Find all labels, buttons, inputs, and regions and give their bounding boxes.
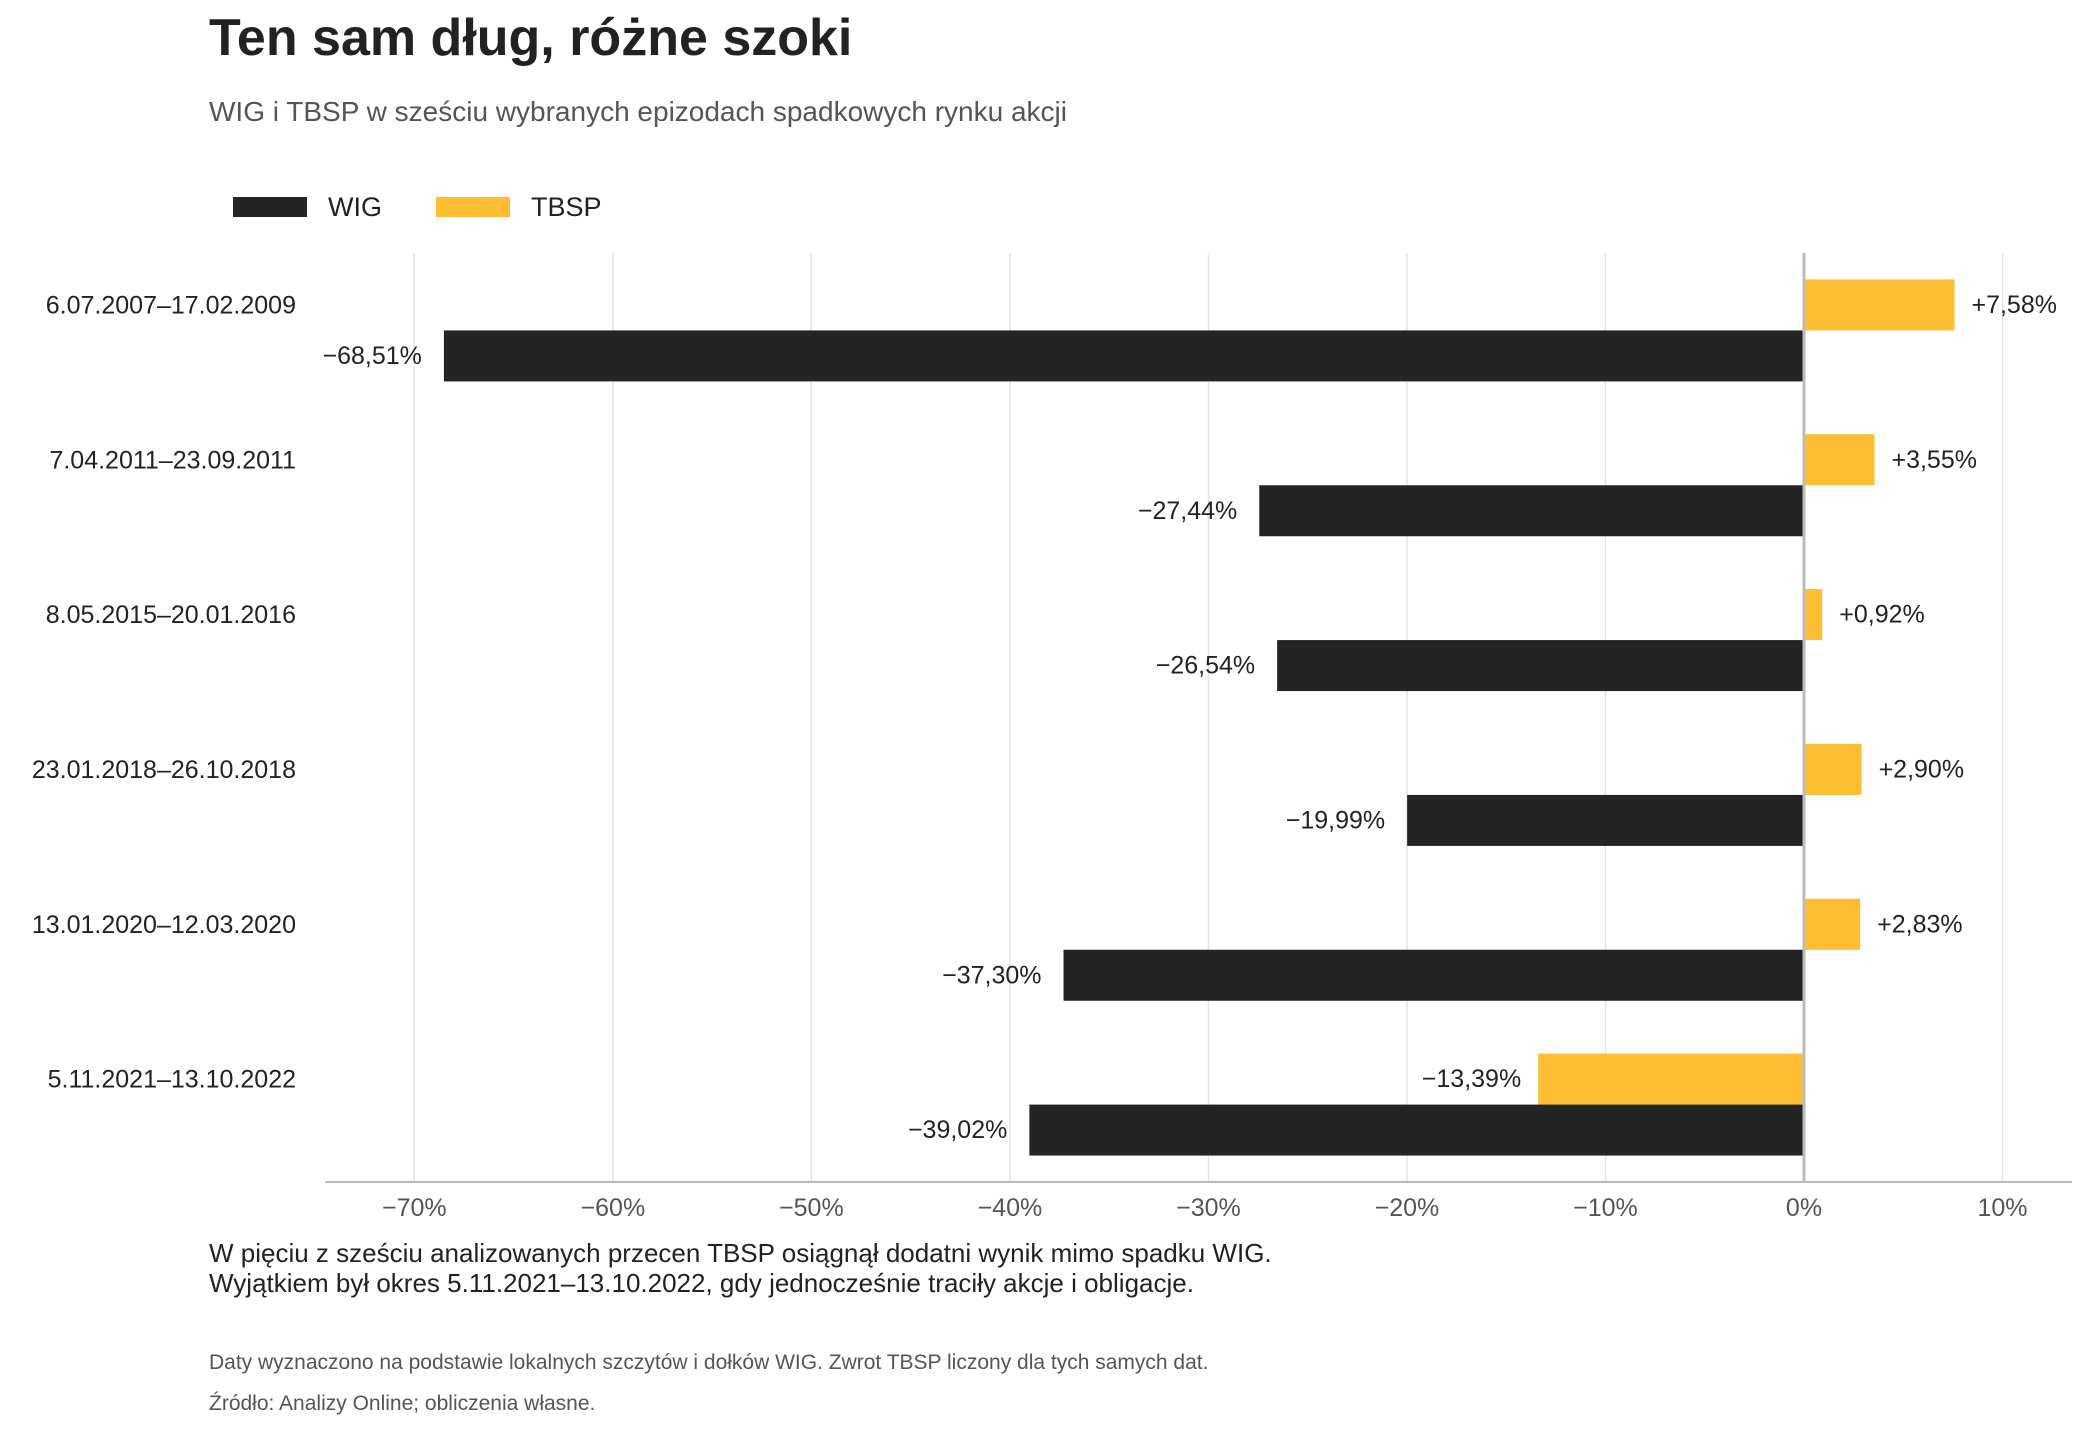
data-label-tbsp: −13,39%: [1422, 1065, 1521, 1093]
x-tick-label: −10%: [1573, 1194, 1638, 1222]
bar-tbsp: [1538, 1053, 1804, 1105]
bar-wig: [1029, 1104, 1804, 1156]
category-label: 7.04.2011–23.09.2011: [49, 446, 296, 474]
data-label-wig: −39,02%: [908, 1116, 1007, 1144]
bar-tbsp: [1803, 743, 1862, 795]
bar-tbsp: [1803, 434, 1875, 486]
source-note: Źródło: Analizy Online; obliczenia własn…: [209, 1392, 596, 1415]
category-label: 6.07.2007–17.02.2009: [46, 291, 296, 319]
bar-chart: −70% −60% −50% −40% −30% −20% −10% 0% 10% +7,58%…: [32, 253, 2072, 1222]
x-tick-label: −40%: [978, 1194, 1043, 1222]
category-labels: 6.07.2007–17.02.2009 7.04.2011–23.09.2011…: [32, 291, 296, 1093]
legend-swatch-wig: [233, 197, 307, 217]
x-tick-label: 10%: [1977, 1194, 2027, 1222]
chart-note-line-1: W pięciu z sześciu analizowanych przecen…: [209, 1238, 1272, 1268]
data-label-tbsp: +0,92%: [1839, 601, 1925, 629]
legend: WIG TBSP: [233, 190, 656, 224]
data-label-wig: −26,54%: [1156, 652, 1255, 680]
bar-tbsp: [1803, 898, 1861, 950]
legend-swatch-tbsp: [436, 197, 510, 217]
category-label: 23.01.2018–26.10.2018: [32, 756, 296, 784]
bar-wig: [1407, 794, 1804, 846]
data-label-wig: −68,51%: [323, 342, 422, 370]
category-label: 8.05.2015–20.01.2016: [46, 601, 296, 629]
data-label-tbsp: +2,90%: [1879, 755, 1965, 783]
data-label-tbsp: +7,58%: [1971, 291, 2057, 319]
x-tick-label: −60%: [581, 1194, 646, 1222]
methodology-note: Daty wyznaczono na podstawie lokalnych s…: [209, 1351, 1209, 1374]
x-tick-label: −50%: [779, 1194, 844, 1222]
x-tick-label: −30%: [1176, 1194, 1241, 1222]
bar-wig: [1063, 949, 1804, 1001]
grid-lines: [413, 253, 2004, 1182]
category-label: 13.01.2020–12.03.2020: [32, 911, 296, 939]
bar-wig: [1259, 485, 1804, 537]
x-tick-label: 0%: [1786, 1194, 1822, 1222]
x-tick-label: −20%: [1375, 1194, 1440, 1222]
chart-note-line-2: Wyjątkiem był okres 5.11.2021–13.10.2022…: [209, 1268, 1194, 1298]
data-labels: +7,58% −68,51% +3,55% −27,44% +0,92% −26,54% +…: [323, 291, 2057, 1144]
data-label-wig: −27,44%: [1138, 497, 1237, 525]
legend-label-wig: WIG: [328, 191, 382, 222]
chart-title: Ten sam dług, różne szoki: [209, 9, 853, 67]
x-axis: −70% −60% −50% −40% −30% −20% −10% 0% 10%: [325, 1181, 2072, 1222]
data-label-tbsp: +2,83%: [1877, 910, 1963, 938]
bar-wig: [1277, 640, 1804, 692]
bars: [443, 279, 1955, 1156]
chart-note: W pięciu z sześciu analizowanych przecen…: [209, 1238, 1272, 1298]
legend-label-tbsp: TBSP: [531, 191, 602, 222]
bar-wig: [443, 330, 1804, 382]
category-label: 5.11.2021–13.10.2022: [48, 1066, 296, 1094]
data-label-wig: −37,30%: [942, 961, 1041, 989]
data-label-wig: −19,99%: [1286, 806, 1385, 834]
bar-tbsp: [1803, 279, 1955, 331]
data-label-tbsp: +3,55%: [1891, 446, 1977, 474]
legend-item-tbsp: TBSP: [436, 192, 602, 223]
x-tick-label: −70%: [382, 1194, 447, 1222]
chart-subtitle: WIG i TBSP w sześciu wybranych epizodach…: [209, 96, 1067, 127]
legend-item-wig: WIG: [233, 192, 382, 223]
bar-tbsp: [1803, 589, 1823, 641]
